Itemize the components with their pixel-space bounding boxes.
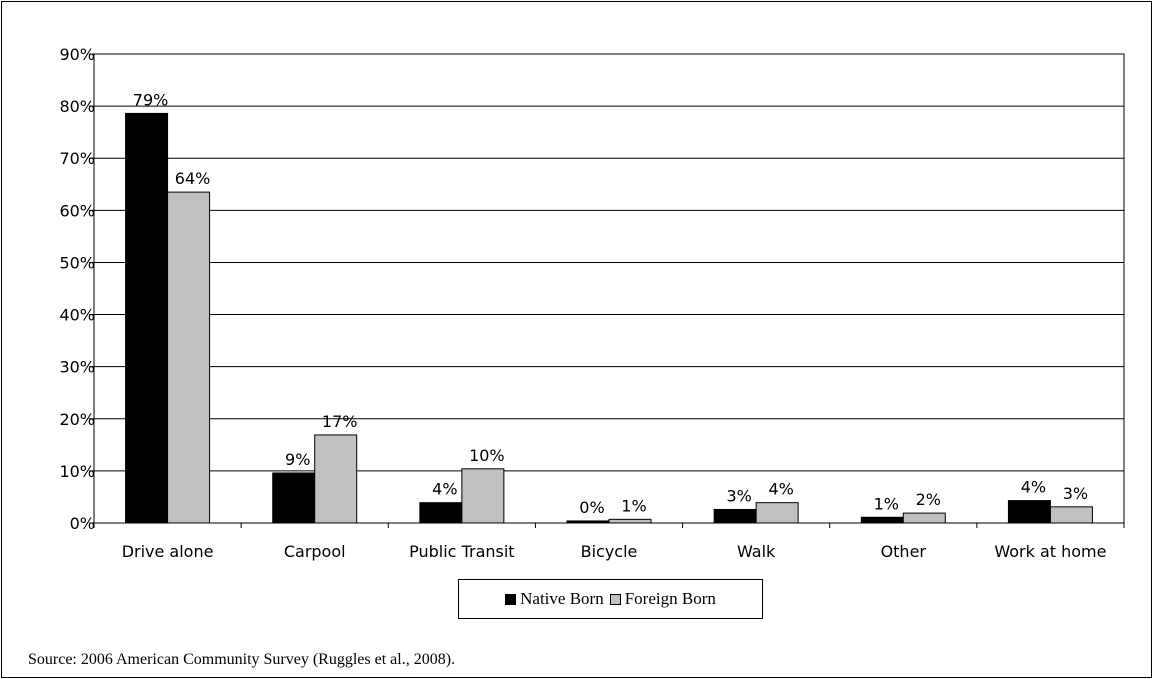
- plot-area-border: [93, 53, 1125, 524]
- category-label: Work at home: [994, 542, 1106, 561]
- legend-label-foreign-born: Foreign Born: [624, 589, 716, 608]
- data-label: 17%: [322, 412, 358, 431]
- category-label: Walk: [737, 542, 776, 561]
- data-label: 1%: [621, 496, 646, 515]
- data-label: 4%: [432, 480, 457, 499]
- y-tick-label: 0%: [70, 514, 95, 533]
- data-label: 10%: [469, 446, 505, 465]
- data-label: 79%: [133, 90, 169, 109]
- category-label: Public Transit: [409, 542, 514, 561]
- legend-item-native-born: Native Born: [505, 589, 604, 609]
- data-label: 9%: [285, 450, 310, 469]
- bar-foreign-born: [755, 502, 799, 524]
- data-labels: 79% 64% 9% 17% 4% 10% 0% 1% 3% 4% 1% 2% 4% 3%: [133, 90, 1088, 517]
- bar-foreign-born: [902, 512, 946, 524]
- y-tick-label: 40%: [59, 306, 95, 325]
- y-tick-label: 80%: [59, 97, 95, 116]
- gridlines: [93, 53, 1125, 524]
- data-label: 3%: [1063, 484, 1088, 503]
- category-label: Other: [881, 542, 927, 561]
- category-label: Drive alone: [122, 542, 214, 561]
- bar-native-born: [860, 516, 904, 524]
- data-label: 2%: [916, 490, 941, 509]
- y-tick-label: 70%: [59, 149, 95, 168]
- bars: [125, 112, 1093, 524]
- legend: Native Born Foreign Born: [458, 579, 763, 619]
- legend-item-foreign-born: Foreign Born: [609, 589, 716, 609]
- y-tick-label: 30%: [59, 358, 95, 377]
- bar-foreign-born: [608, 518, 652, 524]
- data-label: 4%: [768, 480, 793, 499]
- data-label: 3%: [726, 486, 751, 505]
- legend-swatch-native-born: [505, 593, 517, 605]
- category-label: Bicycle: [581, 542, 638, 561]
- y-tick-label: 90%: [59, 45, 95, 64]
- y-tick-label: 50%: [59, 253, 95, 272]
- bar-native-born: [125, 112, 169, 524]
- category-label: Carpool: [284, 542, 346, 561]
- bar-foreign-born: [461, 468, 505, 524]
- legend-swatch-foreign-born: [609, 593, 621, 605]
- data-label: 64%: [175, 169, 211, 188]
- source-note: Source: 2006 American Community Survey (…: [28, 651, 456, 668]
- bar-foreign-born: [167, 191, 211, 524]
- bar-native-born: [1007, 500, 1051, 524]
- bar-native-born: [566, 520, 610, 524]
- bar-foreign-born: [1049, 506, 1093, 524]
- y-tick-labels: 0% 10% 20% 30% 40% 50% 60% 70% 80% 90%: [59, 45, 95, 533]
- category-labels: Drive alone Carpool Public Transit Bicycle W…: [122, 542, 1107, 561]
- bar-foreign-born: [314, 434, 358, 524]
- data-label: 1%: [874, 494, 899, 513]
- axes: [89, 53, 1125, 528]
- bar-native-born: [272, 472, 316, 524]
- data-label: 4%: [1021, 478, 1046, 497]
- y-tick-label: 60%: [59, 201, 95, 220]
- y-tick-label: 10%: [59, 462, 95, 481]
- data-label: 0%: [579, 498, 604, 517]
- legend-label-native-born: Native Born: [520, 589, 604, 608]
- y-tick-label: 20%: [59, 410, 95, 429]
- bar-native-born: [419, 502, 463, 524]
- bar-native-born: [713, 508, 757, 524]
